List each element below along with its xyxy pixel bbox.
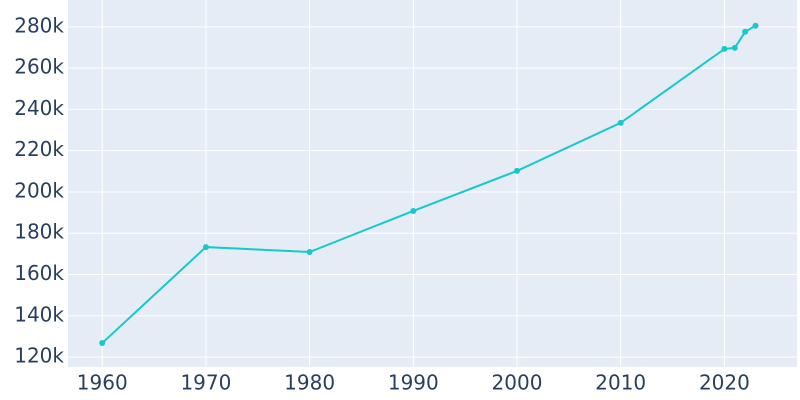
y-tick-label: 280k [14,13,64,37]
y-tick-label: 140k [14,302,64,326]
point [721,45,728,52]
point [306,249,313,256]
y-tick-label: 160k [14,261,64,285]
x-tick-label: 1990 [388,371,439,395]
point [202,244,209,251]
point [742,28,749,35]
x-tick-label: 1980 [284,371,335,395]
y-tick-label: 260k [14,55,64,79]
y-tick-label: 180k [14,220,64,244]
point [731,44,738,51]
y-tick-label: 220k [14,137,64,161]
line [101,24,757,344]
plot-background [68,0,797,367]
point [752,22,759,29]
x-tick-label: 1960 [77,371,128,395]
point [410,207,417,214]
x-tick-label: 2010 [595,371,646,395]
x-tick-label: 1970 [180,371,231,395]
x-tick-label: 2020 [699,371,750,395]
x-tick-label: 2000 [492,371,543,395]
point [617,119,624,126]
y-tick-label: 120k [14,344,64,368]
point [99,340,106,347]
y-tick-label: 200k [14,178,64,202]
y-tick-label: 240k [14,96,64,120]
point [514,167,521,174]
